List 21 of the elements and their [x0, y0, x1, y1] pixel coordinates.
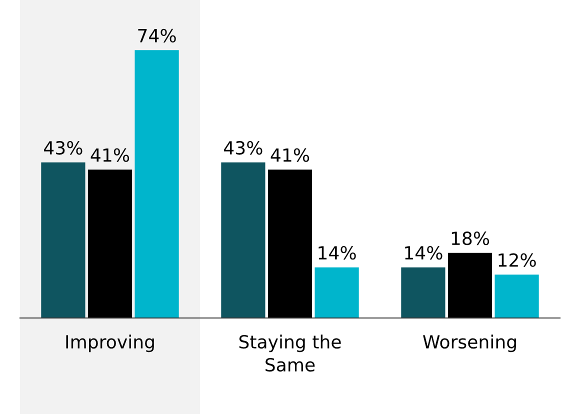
bar	[41, 162, 86, 318]
bar	[88, 170, 132, 318]
bar	[268, 170, 312, 318]
data-label: 41%	[90, 148, 130, 162]
x-tick-label: Worsening	[423, 334, 516, 352]
x-tick-label: Improving	[66, 334, 154, 352]
data-label: 74%	[138, 28, 176, 42]
bar	[134, 50, 179, 318]
data-label: 18%	[452, 232, 490, 246]
x-tick-label: Staying the Same	[239, 334, 341, 372]
bar	[221, 162, 266, 318]
bar	[494, 274, 539, 318]
data-label: 14%	[405, 246, 442, 260]
data-label: 41%	[270, 148, 310, 162]
bar	[401, 267, 446, 318]
data-label: 12%	[498, 253, 536, 267]
bar	[314, 267, 359, 318]
data-label: 43%	[224, 141, 262, 155]
data-label: 43%	[44, 141, 82, 155]
bar	[448, 252, 492, 318]
data-label: 14%	[318, 246, 356, 260]
